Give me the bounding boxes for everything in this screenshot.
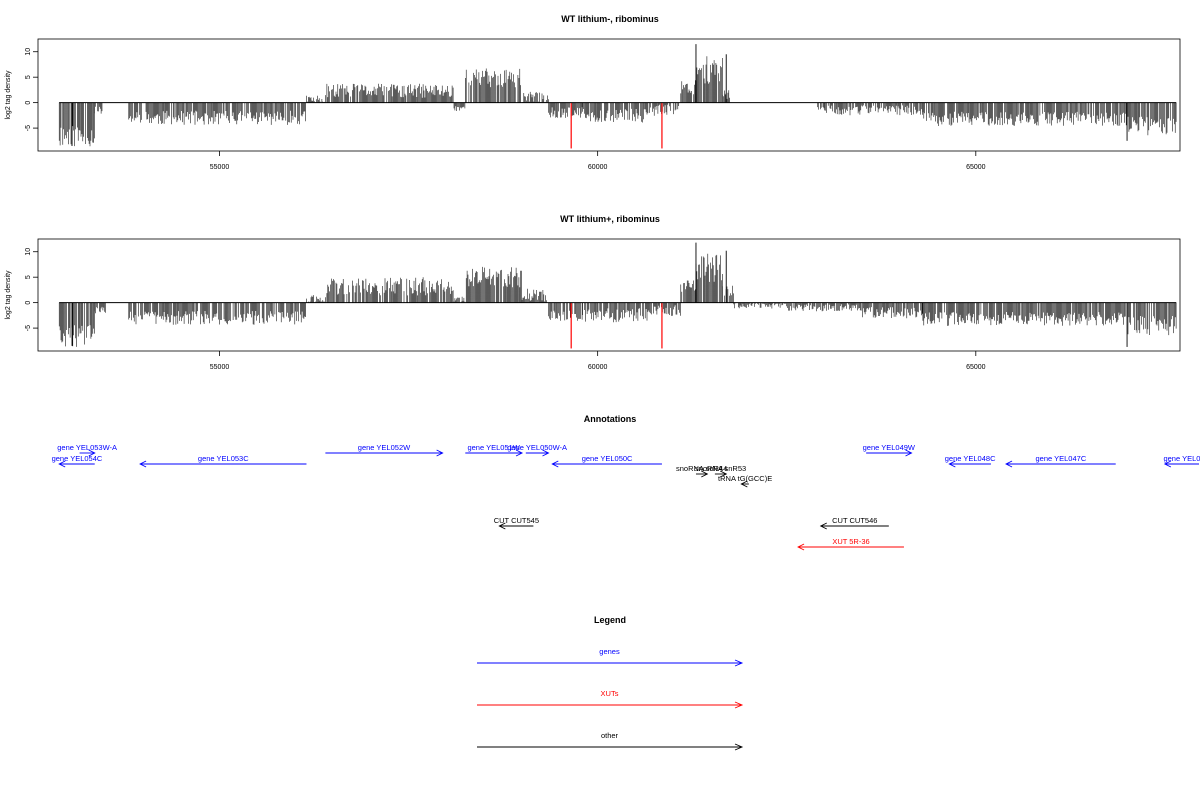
annotation-label: gene YEL052W (358, 443, 411, 452)
arrowhead (734, 659, 744, 667)
panel-2: WT lithium+, ribominus log2 tag density … (5, 214, 1181, 371)
arrowhead (551, 460, 559, 468)
annotation-feature-16: XUT 5R-36 (797, 537, 904, 551)
arrowhead (734, 701, 744, 709)
arrowhead (734, 743, 744, 751)
legend: Legend genes XUTs other (477, 615, 744, 751)
annotation-label: gene YEL051W (467, 443, 520, 452)
legend-label: other (601, 731, 619, 740)
panel-1: WT lithium-, ribominus log2 tag density … (5, 14, 1181, 171)
annotation-features: gene YEL053W-A gene YEL054C gene YEL053C ge… (52, 443, 1200, 551)
annotation-label: CUT CUT546 (832, 516, 877, 525)
legend-label: XUTs (601, 689, 619, 698)
arrowhead (58, 460, 66, 468)
panel-2-ylabel: log2 tag density (5, 270, 12, 320)
panel-2-ytick-label-10: 10 (25, 248, 32, 256)
annotation-label: gene YEL047C (1036, 454, 1087, 463)
annotation-label: gene YEL050W-A (507, 443, 567, 452)
legend-entry-XUTs: XUTs (477, 689, 744, 709)
panel-2-title: WT lithium+, ribominus (560, 214, 660, 224)
legend-entry-genes: genes (477, 647, 744, 667)
arrowhead (542, 449, 550, 457)
annotation-label: gene YEL053C (198, 454, 249, 463)
legend-title: Legend (594, 615, 626, 625)
panel-1-xtick-label-65000: 65000 (966, 164, 986, 171)
panel-1-ylabel: log2 tag density (5, 70, 12, 120)
arrowhead (498, 522, 506, 530)
panel-2-density-bars (58, 253, 1177, 347)
annotations-title: Annotations (584, 414, 637, 424)
panel-1-frame (37, 38, 1181, 152)
arrowhead (701, 470, 709, 478)
annotation-feature-12: gene YEL047C (1005, 454, 1116, 468)
panel-2-xtick-label-65000: 65000 (966, 364, 986, 371)
panel-1-ytick-label-0: 0 (25, 101, 32, 105)
panel-1-ytick-label-10: 10 (25, 48, 32, 56)
arrowhead (797, 543, 805, 551)
annotation-feature-7: snoRNA snR44 (676, 464, 727, 478)
annotation-feature-5: gene YEL050W-A (507, 443, 567, 457)
annotation-label: gene YEL049W (863, 443, 916, 452)
annotation-label: snoRNA snR44 (676, 464, 727, 473)
legend-label: genes (599, 647, 620, 656)
annotation-feature-8: snoRNA snR53 (695, 464, 746, 478)
annotation-feature-6: gene YEL050C (551, 454, 662, 468)
arrowhead (819, 522, 827, 530)
annotation-label: CUT CUT545 (494, 516, 539, 525)
annotation-label: gene YEL048C (945, 454, 996, 463)
annotation-feature-1: gene YEL054C (52, 454, 103, 468)
arrowhead (720, 470, 728, 478)
annotation-label: gene YEL050C (582, 454, 633, 463)
panel-1-density-bars (58, 56, 1177, 147)
panel-2-bars (58, 242, 1177, 349)
annotation-feature-14: CUT CUT545 (494, 516, 539, 530)
annotation-label: XUT 5R-36 (832, 537, 869, 546)
annotation-feature-4: gene YEL051W (465, 443, 524, 457)
panel-1-ytick-label--5: -5 (25, 125, 32, 131)
arrowhead (740, 480, 748, 488)
annotation-label: gene YEL0 (1163, 454, 1200, 463)
panel-2-xtick-label-60000: 60000 (588, 364, 608, 371)
annotation-feature-9: tRNA tG(GCC)E (718, 474, 772, 488)
annotation-feature-13: gene YEL0 (1163, 454, 1200, 468)
legend-entries: genes XUTs other (477, 647, 744, 751)
panel-1-xtick-label-60000: 60000 (588, 164, 608, 171)
arrowhead (139, 460, 147, 468)
annotation-feature-3: gene YEL052W (325, 443, 444, 457)
panel-1-bars (58, 44, 1177, 149)
panel-1-axes: -5 0 5 10 55000 60000 65000 (25, 48, 986, 171)
panel-2-ytick-label-0: 0 (25, 301, 32, 305)
panel-2-ytick-label-5: 5 (25, 275, 32, 279)
annotation-label: gene YEL053W-A (57, 443, 117, 452)
annotation-label: tRNA tG(GCC)E (718, 474, 772, 483)
arrowhead (948, 460, 956, 468)
annotation-feature-2: gene YEL053C (139, 454, 307, 468)
arrowhead (905, 449, 913, 457)
panel-2-frame (37, 238, 1181, 352)
annotation-feature-15: CUT CUT546 (819, 516, 889, 530)
panel-1-title: WT lithium-, ribominus (561, 14, 659, 24)
panel-1-ytick-label-5: 5 (25, 75, 32, 79)
annotation-feature-10: gene YEL049W (863, 443, 916, 457)
arrowhead (1005, 460, 1013, 468)
annotation-label: snoRNA snR53 (695, 464, 746, 473)
panel-1-xtick-label-55000: 55000 (210, 164, 230, 171)
arrowhead (436, 449, 444, 457)
panel-2-xtick-label-55000: 55000 (210, 364, 230, 371)
panel-2-axes: -5 0 5 10 55000 60000 65000 (25, 248, 986, 371)
arrowhead (515, 449, 524, 457)
legend-entry-other: other (477, 731, 744, 751)
arrowhead (1163, 460, 1172, 468)
panel-2-ytick-label--5: -5 (25, 325, 32, 331)
annotation-feature-0: gene YEL053W-A (57, 443, 117, 457)
arrowhead (88, 449, 96, 457)
annotation-label: gene YEL054C (52, 454, 103, 463)
annotation-feature-11: gene YEL048C (945, 454, 996, 468)
